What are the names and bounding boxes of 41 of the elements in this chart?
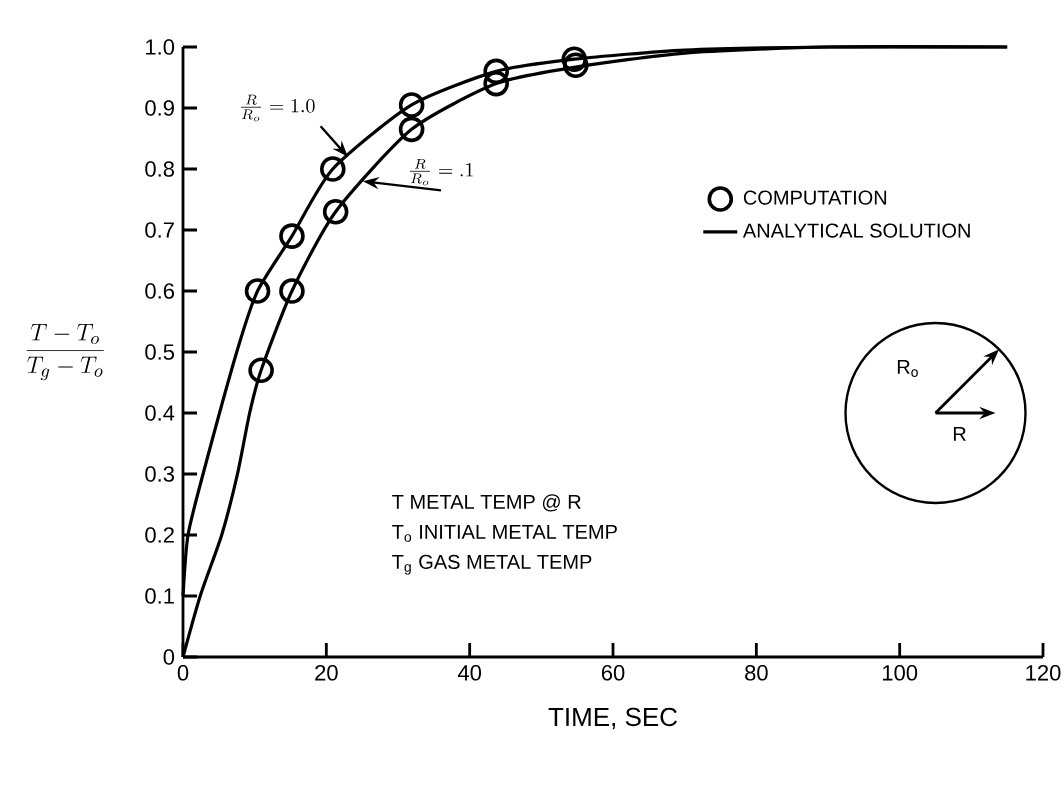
y-tick-label: 0.2 [145, 527, 174, 543]
y-tick-label: 0.3 [145, 466, 175, 482]
annotation: R$_{o}$ [897, 360, 918, 377]
y-tick-label: 1.0 [146, 39, 175, 55]
y-tick-label: 0 [163, 649, 175, 665]
y-tick-label: 0.9 [145, 100, 174, 116]
annotation: T$_{o}$ INITIAL METAL TEMP [392, 524, 617, 542]
legend-label: ANALYTICAL SOLUTION [742, 223, 970, 238]
point [398, 116, 425, 143]
x-axis-title: TIME, SEC [548, 707, 678, 730]
x-tick-label: 60 [601, 665, 625, 681]
x-tick-label: 20 [315, 665, 338, 681]
point [322, 198, 349, 225]
y-axis-title: $\frac{T - T_o}{T_g - T_o}$ [26, 324, 104, 381]
point [279, 223, 305, 249]
y-tick-label: 0.4 [145, 405, 175, 421]
annotation: T$_{g}$ GAS METAL TEMP [392, 554, 592, 575]
y-tick-label: 0.7 [145, 222, 174, 238]
point [561, 46, 588, 72]
x-tick-label: 40 [457, 665, 482, 681]
x-tick-label: 80 [745, 665, 768, 681]
y-tick-label: 0.1 [145, 588, 174, 604]
point [483, 58, 509, 85]
annotation: R [953, 427, 966, 441]
x-tick-label: 0 [177, 665, 189, 681]
point [562, 52, 589, 79]
annotation: $\frac{R}{R_o}=1.0$ [240, 94, 315, 122]
x-tick-label: 120 [1026, 665, 1061, 681]
x-tick-label: 100 [883, 665, 918, 681]
y-tick-label: 0.8 [145, 161, 175, 177]
point [279, 278, 305, 304]
point [483, 70, 509, 97]
point [319, 156, 346, 182]
point [244, 278, 271, 304]
annotation: T METAL TEMP @ R [392, 494, 581, 512]
y-tick-label: 0.6 [145, 283, 175, 299]
y-tick-label: 0.5 [145, 344, 175, 360]
legend-label: COMPUTATION [743, 190, 887, 205]
annotation: $\frac{R}{R_o}=.1$ [409, 158, 473, 186]
point [248, 357, 274, 384]
point [398, 92, 425, 118]
